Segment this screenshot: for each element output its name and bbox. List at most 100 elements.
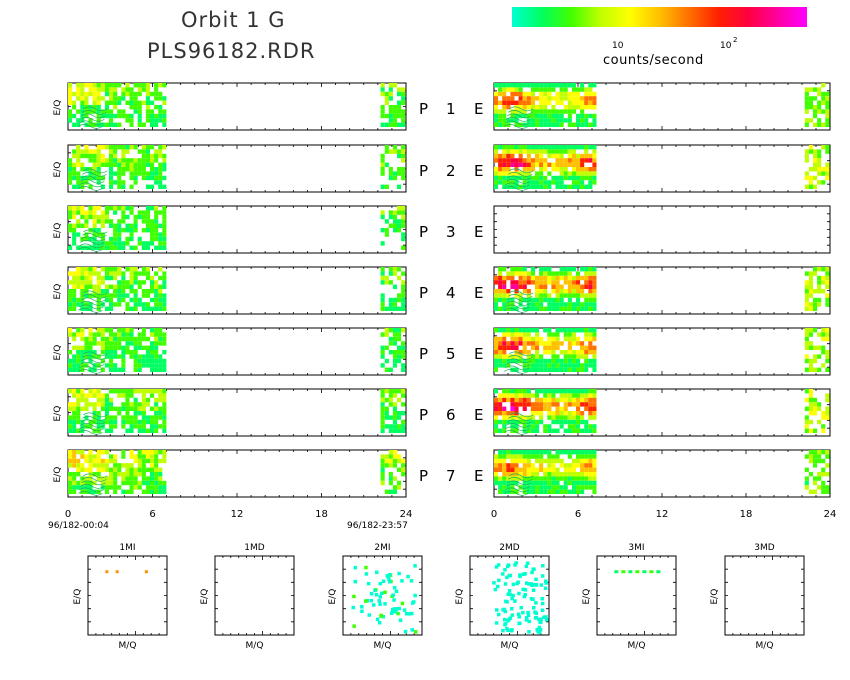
heat-cell [530,167,535,172]
heat-cell [125,402,130,407]
heat-cell [384,454,389,459]
heat-cell [117,100,122,105]
heat-cell [113,458,118,464]
heat-cell [397,223,402,228]
mq-point [544,579,548,583]
heat-cell [109,275,114,281]
heat-cell [502,122,507,127]
heat-cell [494,411,499,416]
heat-cell [158,96,163,101]
mq-point [537,617,541,622]
heat-cell [100,467,105,472]
heat-cell [547,397,552,403]
heat-cell [388,350,393,355]
heat-cell [526,105,531,110]
heat-cell [84,214,89,220]
heat-cell [80,96,85,101]
heat-cell [68,113,73,119]
heat-cell [555,96,560,101]
heat-cell [539,87,544,92]
heat-cell [388,83,393,88]
heat-cell [121,358,126,364]
heat-cell [100,175,105,181]
heat-cell [392,284,397,289]
heat-cell [80,467,85,472]
heat-cell [397,171,402,176]
heat-cell [522,175,527,181]
heat-cell [551,167,556,172]
heat-cell [113,145,118,150]
heat-cell [121,171,126,176]
heat-cell [584,332,589,337]
heat-cell [551,393,556,398]
heat-cell [129,236,134,242]
heat-cell [535,458,540,464]
heat-cell [808,454,813,459]
heat-cell [559,91,564,97]
heat-cell [392,402,397,407]
heat-cell [576,480,581,486]
heat-cell [76,415,81,420]
heat-cell [84,454,89,459]
heat-cell [137,302,142,307]
heat-cell [145,467,150,472]
p-panel-2-ylabel: E/Q [53,162,63,178]
heat-cell [510,297,515,303]
heat-cell [539,454,544,459]
heat-cell [397,458,402,464]
heat-cell [401,91,406,97]
heat-cell [380,271,385,276]
heat-cell [555,100,560,105]
heat-cell [92,293,97,298]
heat-cell [588,402,593,407]
heat-cell [567,411,572,416]
mq-point [544,615,548,619]
heat-cell [559,122,564,127]
mq-point [527,630,531,634]
heat-cell [571,180,576,185]
heat-cell [84,149,89,154]
mq-point [524,581,529,585]
heat-cell [158,467,163,472]
heat-cell [121,363,126,368]
heat-cell [92,175,97,181]
heat-cell [129,91,134,97]
heat-cell [588,167,593,172]
heat-cell [530,118,535,123]
heat-cell [825,91,830,97]
heat-cell [580,171,585,176]
heat-cell [592,328,597,333]
heat-cell [76,153,81,159]
heat-cell [397,350,402,355]
heat-cell [813,406,818,411]
heat-cell [817,476,822,481]
heat-cell [84,336,89,342]
heat-cell [121,167,126,172]
heat-cell [559,153,564,159]
heat-cell [100,158,105,163]
heat-cell [808,175,813,181]
heat-cell [154,280,159,285]
heat-cell [68,419,73,425]
heat-cell [145,454,150,459]
heat-cell [559,171,564,176]
heat-cell [109,223,114,228]
row-6-suffix: E [474,406,483,424]
heat-cell [543,450,548,455]
heat-cell [121,480,126,486]
heat-cell [576,397,581,403]
e-panel-1-cells [494,83,830,127]
heat-cell [539,180,544,185]
heat-cell [129,245,134,250]
heat-cell [84,402,89,407]
heat-cell [567,489,572,494]
heat-cell [494,118,499,123]
heat-cell [100,476,105,481]
heat-cell [567,341,572,346]
heat-cell [510,393,515,398]
heat-cell [92,87,97,92]
heat-cell [514,476,519,481]
heat-cell [567,328,572,333]
heat-cell [113,293,118,298]
heat-cell [813,367,818,372]
